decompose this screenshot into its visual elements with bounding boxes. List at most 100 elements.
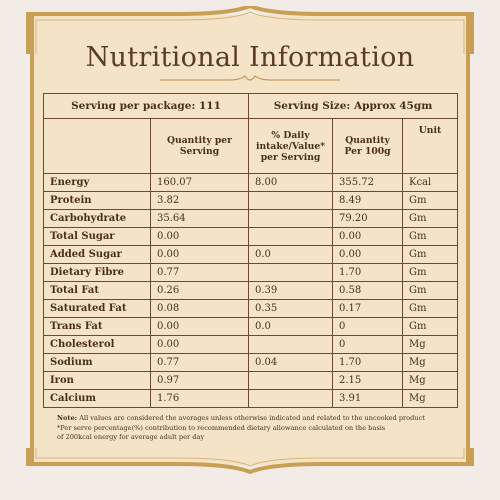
nutrient-row: Saturated Fat 0.08 0.35 0.17 Gm (43, 299, 459, 318)
unit: Gm (402, 209, 459, 228)
nutrient-name: Sodium (43, 353, 151, 372)
quantity-per-100g: 1.70 (332, 263, 404, 282)
daily-value: 8.00 (248, 173, 334, 192)
note-label: Note: (57, 414, 78, 422)
quantity-per-serving: 0.00 (149, 335, 250, 354)
bottom-arch-ornament (26, 448, 474, 474)
nutrition-table: Serving per package: 111 Serving Size: A… (42, 93, 459, 408)
unit: Gm (402, 227, 459, 246)
column-header: Quantity Per 100g (332, 118, 404, 174)
footnote-line-2: *Per serve percentage(%) contribution to… (57, 423, 386, 432)
footnote-line-3: of 200kcal energy for average adult per … (57, 433, 205, 442)
quantity-per-serving: 0.00 (149, 227, 250, 246)
unit: Gm (402, 317, 459, 336)
daily-value: 0.39 (248, 281, 334, 300)
daily-value (248, 209, 334, 228)
daily-value: 0.0 (248, 245, 334, 264)
serving-size: Serving Size: Approx 45gm (248, 93, 459, 119)
nutrient-name: Energy (43, 173, 151, 192)
nutrient-row: Total Sugar 0.00 0.00 Gm (43, 227, 459, 246)
column-header: Quantity per Serving (149, 118, 250, 174)
unit: Mg (402, 389, 459, 408)
nutrient-row: Iron 0.97 2.15 Mg (43, 371, 459, 390)
quantity-per-100g: 0.00 (332, 245, 404, 264)
page-title: Nutritional Information (85, 42, 415, 73)
quantity-per-serving: 0.26 (149, 281, 250, 300)
note-text: All values are considered the averages u… (79, 414, 425, 422)
daily-value (248, 191, 334, 210)
quantity-per-100g: 1.70 (332, 353, 404, 372)
quantity-per-100g: 2.15 (332, 371, 404, 390)
nutrient-row: Trans Fat 0.00 0.0 0 Gm (43, 317, 459, 336)
unit: Gm (402, 281, 459, 300)
quantity-per-serving: 0.97 (149, 371, 250, 390)
nutrient-name: Added Sugar (43, 245, 151, 264)
daily-value: 0.04 (248, 353, 334, 372)
daily-value: 0.0 (248, 317, 334, 336)
quantity-per-serving: 0.08 (149, 299, 250, 318)
unit: Mg (402, 335, 459, 354)
quantity-per-serving: 160.07 (149, 173, 250, 192)
nutrient-name: Calcium (43, 389, 151, 408)
quantity-per-serving: 0.00 (149, 245, 250, 264)
unit: Mg (402, 353, 459, 372)
nutrient-name: Saturated Fat (43, 299, 151, 318)
column-header: Unit (402, 118, 459, 174)
unit: Gm (402, 263, 459, 282)
column-header (43, 118, 151, 174)
footnote-line-1: Note: All values are considered the aver… (57, 414, 457, 424)
nutrient-name: Carbohydrate (43, 209, 151, 228)
nutrient-name: Total Fat (43, 281, 151, 300)
unit: Kcal (402, 173, 459, 192)
nutrient-row: Sodium 0.77 0.04 1.70 Mg (43, 353, 459, 372)
quantity-per-100g: 0.00 (332, 227, 404, 246)
quantity-per-serving: 3.82 (149, 191, 250, 210)
unit: Gm (402, 299, 459, 318)
daily-value (248, 263, 334, 282)
nutrient-name: Dietary Fibre (43, 263, 151, 282)
nutrient-row: Energy 160.07 8.00 355.72 Kcal (43, 173, 459, 192)
unit: Gm (402, 245, 459, 264)
quantity-per-100g: 0 (332, 335, 404, 354)
top-arch-ornament (26, 6, 474, 54)
quantity-per-100g: 0 (332, 317, 404, 336)
servings-per-package: Serving per package: 111 (42, 93, 250, 119)
nutrient-row: Added Sugar 0.00 0.0 0.00 Gm (43, 245, 459, 264)
nutrient-name: Cholesterol (43, 335, 151, 354)
quantity-per-100g: 79.20 (332, 209, 404, 228)
unit: Mg (402, 371, 459, 390)
nutrient-row: Carbohydrate 35.64 79.20 Gm (43, 209, 459, 228)
quantity-per-serving: 0.77 (149, 353, 250, 372)
daily-value (248, 227, 334, 246)
daily-value (248, 371, 334, 390)
quantity-per-100g: 0.58 (332, 281, 404, 300)
nutrient-rows: Energy 160.07 8.00 355.72 Kcal Protein 3.82 8.4… (43, 173, 459, 408)
daily-value (248, 335, 334, 354)
column-header: % Daily intake/Value* per Serving (248, 118, 334, 174)
nutrient-row: Total Fat 0.26 0.39 0.58 Gm (43, 281, 459, 300)
quantity-per-serving: 0.77 (149, 263, 250, 282)
daily-value: 0.35 (248, 299, 334, 318)
title-flourish-ornament (160, 75, 340, 81)
quantity-per-serving: 1.76 (149, 389, 250, 408)
nutrient-name: Protein (43, 191, 151, 210)
footnote: Note: All values are considered the aver… (57, 414, 457, 443)
nutrient-row: Calcium 1.76 3.91 Mg (43, 389, 459, 408)
quantity-per-serving: 35.64 (149, 209, 250, 228)
nutrient-row: Dietary Fibre 0.77 1.70 Gm (43, 263, 459, 282)
daily-value (248, 389, 334, 408)
nutrient-row: Protein 3.82 8.49 Gm (43, 191, 459, 210)
quantity-per-100g: 8.49 (332, 191, 404, 210)
quantity-per-100g: 3.91 (332, 389, 404, 408)
nutrient-name: Iron (43, 371, 151, 390)
nutrient-name: Total Sugar (43, 227, 151, 246)
nutrient-name: Trans Fat (43, 317, 151, 336)
quantity-per-100g: 355.72 (332, 173, 404, 192)
serving-row: Serving per package: 111 Serving Size: A… (42, 93, 459, 119)
nutrient-row: Cholesterol 0.00 0 Mg (43, 335, 459, 354)
quantity-per-serving: 0.00 (149, 317, 250, 336)
unit: Gm (402, 191, 459, 210)
column-header-row: Quantity per Serving % Daily intake/Valu… (43, 118, 459, 174)
quantity-per-100g: 0.17 (332, 299, 404, 318)
